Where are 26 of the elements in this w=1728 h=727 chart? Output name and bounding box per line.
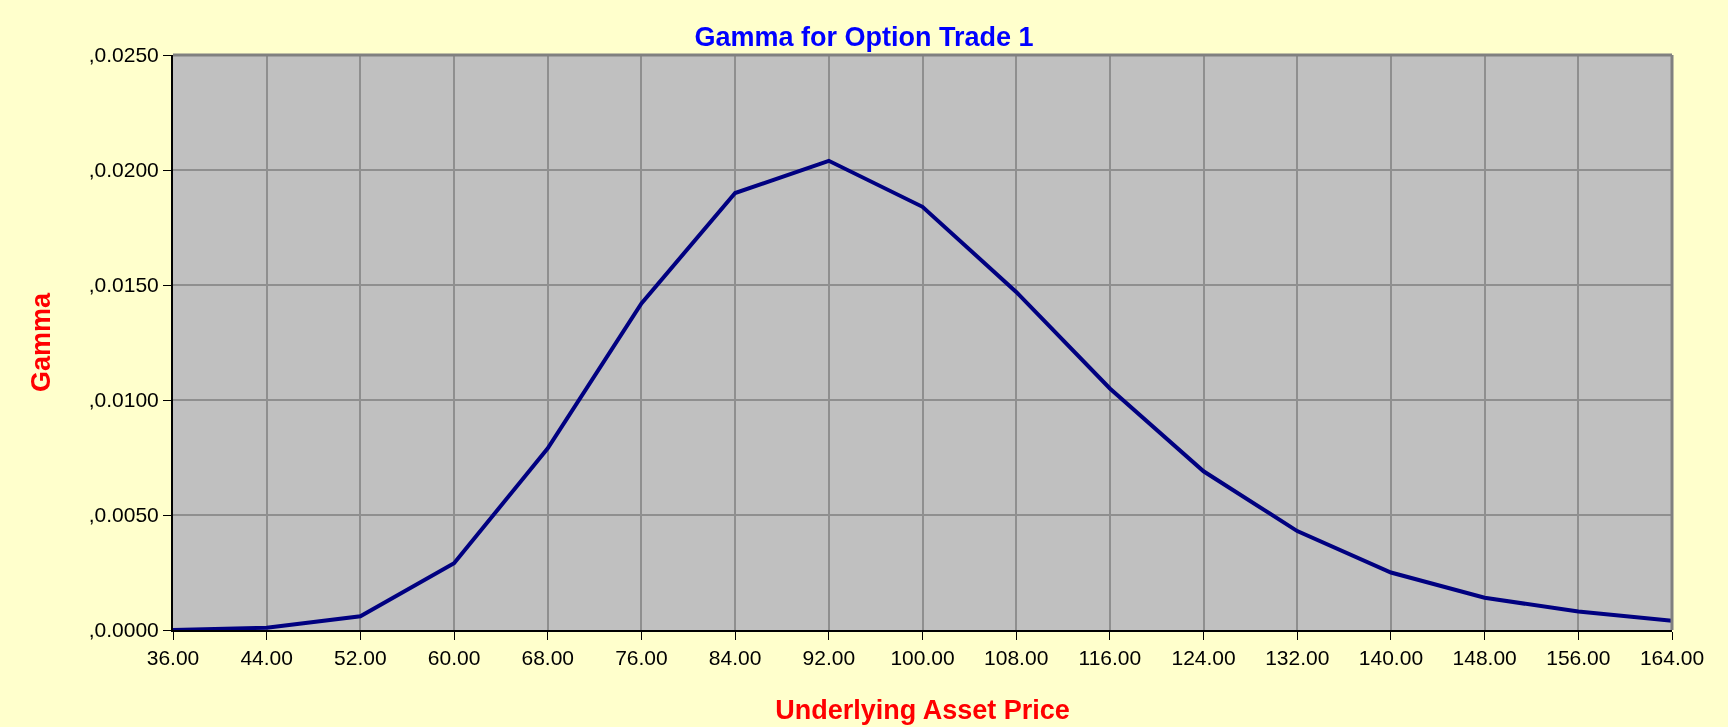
x-tick-label: 148.00 <box>1452 646 1517 670</box>
x-tick-label: 156.00 <box>1546 646 1611 670</box>
y-tick-label: ,0.0150 <box>88 273 159 297</box>
y-axis-title: Gamma <box>26 292 57 393</box>
y-tick-label: ,0.0000 <box>88 618 159 642</box>
y-tick-label: ,0.0050 <box>88 503 159 527</box>
x-tick-label: 164.00 <box>1639 646 1705 670</box>
chart-title: Gamma for Option Trade 1 <box>694 21 1034 52</box>
x-tick-label: 60.00 <box>427 646 481 670</box>
x-tick-label: 84.00 <box>708 646 762 670</box>
x-tick-label: 52.00 <box>334 646 387 670</box>
x-tick-label: 100.00 <box>890 646 955 670</box>
x-tick-label: 108.00 <box>984 646 1049 670</box>
x-axis-title: Underlying Asset Price <box>775 695 1070 726</box>
x-tick-label: 68.00 <box>521 646 575 670</box>
y-tick-label: ,0.0200 <box>88 158 159 182</box>
x-tick-label: 36.00 <box>146 646 200 670</box>
x-tick-label: 132.00 <box>1265 646 1330 670</box>
x-tick-label: 76.00 <box>615 646 668 670</box>
x-tick-label: 92.00 <box>802 646 856 670</box>
x-tick-label: 124.00 <box>1171 646 1236 670</box>
x-tick-label: 116.00 <box>1078 646 1142 670</box>
x-tick-label: 140.00 <box>1358 646 1424 670</box>
y-tick-label: ,0.0100 <box>88 388 159 412</box>
x-tick-label: 44.00 <box>240 646 293 670</box>
y-tick-label: ,0.0250 <box>88 43 159 67</box>
